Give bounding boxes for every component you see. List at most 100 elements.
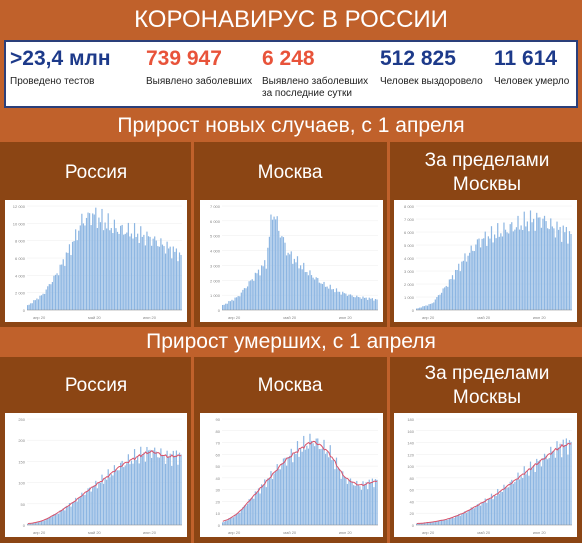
bar bbox=[462, 513, 465, 525]
bar bbox=[228, 518, 230, 525]
bar bbox=[528, 475, 530, 525]
bar bbox=[130, 460, 133, 525]
bar bbox=[31, 523, 33, 525]
bar bbox=[475, 506, 477, 525]
bar bbox=[262, 485, 264, 525]
bar bbox=[367, 299, 369, 310]
bar bbox=[290, 251, 292, 310]
bar bbox=[312, 443, 314, 525]
bar bbox=[231, 516, 233, 525]
y-tick-label: 2 000 bbox=[15, 291, 26, 296]
bar bbox=[439, 520, 441, 525]
bar bbox=[171, 258, 173, 310]
bar bbox=[469, 509, 471, 525]
bar bbox=[547, 459, 549, 525]
y-tick-label: 80 bbox=[216, 429, 221, 434]
bar bbox=[229, 301, 232, 310]
bar bbox=[357, 296, 359, 310]
bar bbox=[349, 294, 352, 310]
y-tick-label: 100 bbox=[18, 481, 25, 486]
bar bbox=[500, 233, 502, 310]
bar bbox=[362, 481, 364, 525]
bar bbox=[489, 238, 491, 310]
bar bbox=[506, 232, 508, 310]
chart-cases-outside-svg: 0 1 000 2 000 3 000 4 000 5 000 6 000 7 000 8 00… bbox=[404, 204, 572, 320]
bar bbox=[99, 222, 102, 310]
bar bbox=[339, 469, 341, 525]
bar bbox=[166, 241, 168, 310]
bar bbox=[270, 471, 272, 525]
bar bbox=[331, 460, 333, 525]
bar bbox=[342, 471, 344, 525]
bar bbox=[430, 303, 432, 310]
bar bbox=[89, 487, 91, 525]
bar bbox=[149, 236, 151, 310]
bar bbox=[340, 478, 342, 525]
bar bbox=[512, 231, 514, 310]
bar bbox=[497, 223, 499, 310]
bar bbox=[151, 457, 153, 525]
bar bbox=[287, 456, 289, 525]
bar bbox=[102, 483, 105, 525]
bar bbox=[62, 259, 64, 310]
bar bbox=[518, 229, 521, 310]
divider bbox=[387, 142, 390, 327]
bar bbox=[265, 487, 267, 525]
bar bbox=[154, 447, 156, 525]
bar bbox=[568, 231, 571, 310]
bar bbox=[172, 450, 174, 525]
bar bbox=[45, 519, 47, 525]
y-tick-label: 120 bbox=[407, 452, 414, 457]
bar bbox=[310, 275, 313, 310]
bar bbox=[448, 518, 450, 525]
bar bbox=[285, 255, 288, 310]
bar bbox=[481, 238, 483, 310]
bar bbox=[144, 461, 147, 525]
bar bbox=[276, 464, 278, 525]
bar bbox=[481, 502, 483, 525]
bar bbox=[154, 236, 156, 310]
bar bbox=[113, 465, 116, 525]
bar bbox=[175, 450, 178, 525]
bar bbox=[559, 226, 561, 310]
bar bbox=[152, 450, 154, 525]
bar bbox=[498, 236, 500, 310]
bar bbox=[253, 498, 255, 525]
bar bbox=[475, 244, 477, 310]
bar bbox=[31, 303, 33, 310]
bar bbox=[332, 459, 334, 525]
bar bbox=[295, 262, 297, 310]
bar bbox=[458, 514, 460, 525]
bar bbox=[64, 510, 66, 525]
bar bbox=[47, 517, 49, 525]
y-tick-label: 2 000 bbox=[404, 282, 415, 287]
bar bbox=[348, 294, 350, 310]
bar bbox=[306, 272, 308, 310]
bar bbox=[309, 433, 311, 525]
bar bbox=[48, 284, 50, 310]
y-tick-label: 50 bbox=[21, 502, 26, 507]
y-tick-label: 6 000 bbox=[15, 256, 26, 261]
chart-cases-russia: 0 2 000 4 000 6 000 8 000 10 000 12 000 апр 20 м… bbox=[5, 200, 187, 322]
bar bbox=[567, 454, 569, 525]
bar bbox=[426, 305, 429, 310]
bar bbox=[324, 286, 327, 310]
bar bbox=[520, 476, 522, 525]
bar bbox=[71, 241, 74, 310]
bar bbox=[79, 496, 81, 525]
bar bbox=[301, 269, 303, 310]
bar bbox=[33, 522, 35, 525]
bar bbox=[561, 457, 563, 525]
bar bbox=[508, 487, 510, 525]
bar bbox=[498, 493, 500, 525]
x-tick-label: апр 20 bbox=[422, 315, 435, 320]
bar bbox=[254, 491, 256, 525]
bar bbox=[226, 520, 228, 525]
bar bbox=[331, 289, 333, 310]
bar bbox=[326, 286, 328, 310]
bar bbox=[359, 297, 361, 310]
bar bbox=[226, 303, 228, 310]
bar bbox=[112, 233, 114, 310]
bar bbox=[50, 284, 52, 310]
bar bbox=[267, 478, 269, 525]
